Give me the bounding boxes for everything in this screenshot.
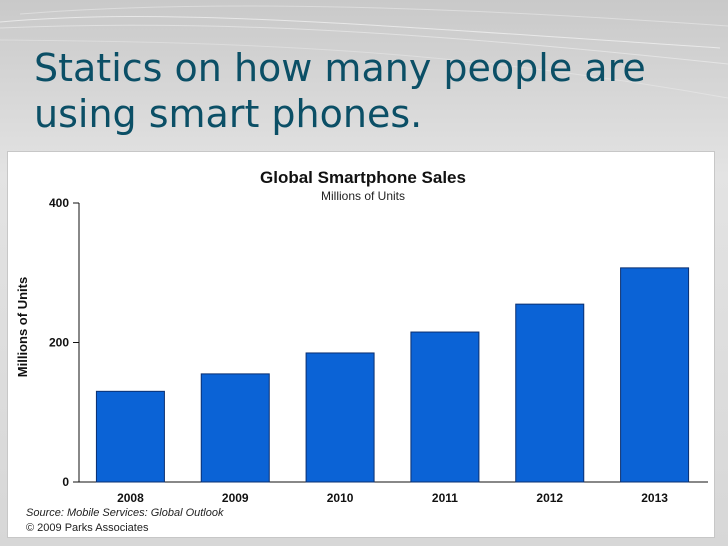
chart-frame: Global Smartphone Sales Millions of Unit… xyxy=(7,151,715,538)
y-axis-ticks: 0 200 400 xyxy=(49,196,79,489)
slide-title-line-2: using smart phones. xyxy=(34,91,423,136)
bar-2012 xyxy=(515,303,585,483)
x-axis-labels: 2008 2009 2010 2011 2012 2013 xyxy=(117,491,668,505)
slide-title-line-1: Statics on how many people are xyxy=(34,46,646,90)
bar-2010 xyxy=(305,352,375,483)
bar-2008 xyxy=(95,390,165,483)
x-tick-label-2009: 2009 xyxy=(222,491,249,505)
slide-title: Statics on how many people are using sma… xyxy=(34,46,684,137)
y-tick-label-0: 0 xyxy=(62,475,69,489)
x-tick-label-2010: 2010 xyxy=(327,491,354,505)
x-tick-label-2011: 2011 xyxy=(432,491,458,505)
chart-source: Source: Mobile Services: Global Outlook xyxy=(26,507,224,519)
bar-2009 xyxy=(200,373,270,483)
chart-title: Global Smartphone Sales xyxy=(260,168,466,187)
smartphone-sales-bar-chart: Global Smartphone Sales Millions of Unit… xyxy=(15,168,708,534)
y-tick-label-200: 200 xyxy=(49,336,69,350)
bars-group xyxy=(95,267,690,483)
x-tick-label-2013: 2013 xyxy=(641,491,668,505)
bar-2011 xyxy=(410,331,480,483)
x-tick-label-2008: 2008 xyxy=(117,491,144,505)
y-axis-label: Millions of Units xyxy=(15,277,30,377)
x-tick-label-2012: 2012 xyxy=(536,491,563,505)
chart-copyright: © 2009 Parks Associates xyxy=(26,522,149,534)
y-tick-label-400: 400 xyxy=(49,196,69,210)
bar-2013 xyxy=(620,267,690,483)
chart-subtitle: Millions of Units xyxy=(321,189,405,203)
